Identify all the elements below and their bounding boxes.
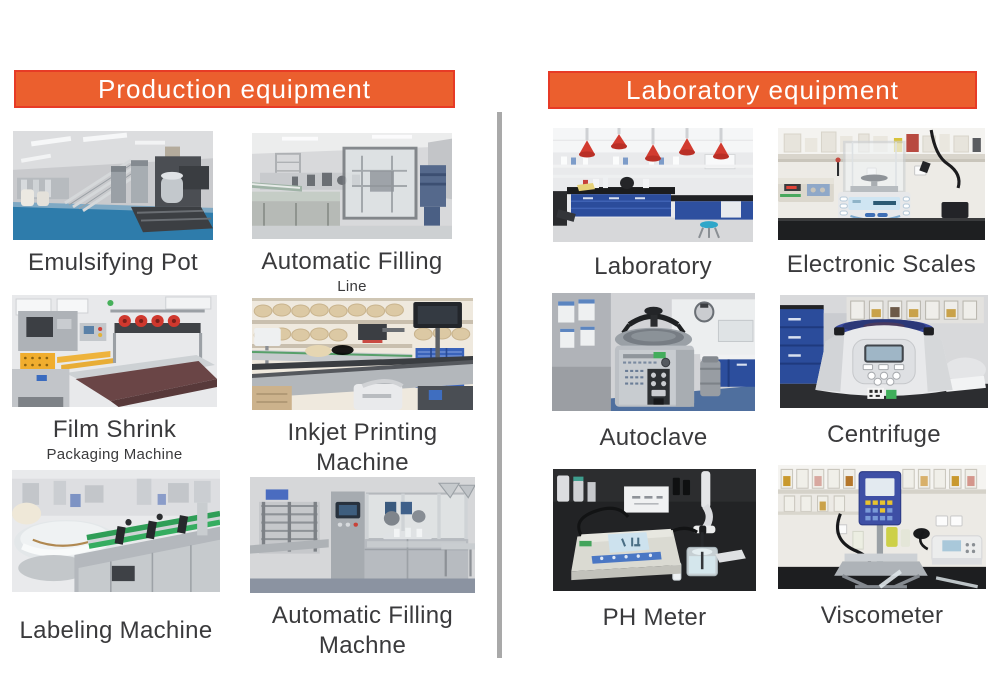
card-viscometer: Viscometer bbox=[778, 465, 986, 631]
caption-film-shrink: Film Shrink bbox=[52, 416, 177, 443]
laboratory-title: Laboratory equipment bbox=[626, 74, 899, 105]
caption-emulsifying-pot: Emulsifying Pot bbox=[28, 249, 198, 276]
card-laboratory: Laboratory bbox=[553, 128, 753, 282]
card-autoclave: Autoclave bbox=[552, 293, 755, 453]
caption-automatic-filling-machine-line2: Machne bbox=[318, 632, 407, 659]
caption-automatic-filling-line: Automatic Filling bbox=[261, 248, 443, 275]
inkjet-printing-machine-photo bbox=[252, 298, 473, 410]
caption-inkjet-printing-line2: Machine bbox=[316, 449, 409, 476]
automatic-filling-machine-photo bbox=[250, 477, 475, 593]
laboratory-photo bbox=[553, 128, 753, 242]
caption-labeling-machine: Labeling Machine bbox=[19, 617, 213, 644]
labeling-machine-photo bbox=[12, 470, 220, 592]
card-automatic-filling-machine: Automatic Filling Machne bbox=[250, 477, 475, 661]
caption-inkjet-printing: Inkjet Printing bbox=[287, 419, 438, 446]
caption-laboratory: Laboratory bbox=[594, 253, 712, 280]
production-header-banner: Production equipment bbox=[14, 70, 455, 108]
ph-meter-photo bbox=[553, 469, 756, 591]
electronic-scales-photo bbox=[778, 128, 985, 240]
card-emulsifying-pot: Emulsifying Pot bbox=[13, 131, 213, 278]
caption-viscometer: Viscometer bbox=[820, 602, 944, 629]
laboratory-header-banner: Laboratory equipment bbox=[548, 71, 977, 109]
production-title: Production equipment bbox=[98, 73, 371, 104]
caption-automatic-filling-machine: Automatic Filling bbox=[271, 602, 454, 629]
card-labeling-machine: Labeling Machine bbox=[12, 470, 220, 646]
centrifuge-photo bbox=[780, 295, 988, 408]
caption-ph-meter: PH Meter bbox=[602, 604, 707, 631]
card-film-shrink: Film Shrink Packaging Machine bbox=[12, 295, 217, 464]
card-inkjet-printing: Inkjet Printing Machine bbox=[252, 298, 473, 478]
card-automatic-filling-line: Automatic Filling Line bbox=[252, 133, 452, 296]
film-shrink-packaging-machine-photo bbox=[12, 295, 217, 407]
viscometer-photo bbox=[778, 465, 986, 589]
caption-film-shrink-sub: Packaging Machine bbox=[46, 446, 183, 463]
caption-autoclave: Autoclave bbox=[599, 424, 708, 451]
emulsifying-pot-photo bbox=[13, 131, 213, 240]
automatic-filling-line-photo bbox=[252, 133, 452, 239]
card-ph-meter: PH Meter bbox=[553, 469, 756, 633]
caption-automatic-filling-line-sub: Line bbox=[337, 278, 367, 295]
card-electronic-scales: Electronic Scales bbox=[778, 128, 985, 280]
card-centrifuge: Centrifuge bbox=[780, 295, 988, 450]
caption-electronic-scales: Electronic Scales bbox=[786, 251, 977, 278]
autoclave-photo bbox=[552, 293, 755, 411]
column-divider bbox=[497, 112, 502, 658]
caption-centrifuge: Centrifuge bbox=[827, 421, 941, 448]
